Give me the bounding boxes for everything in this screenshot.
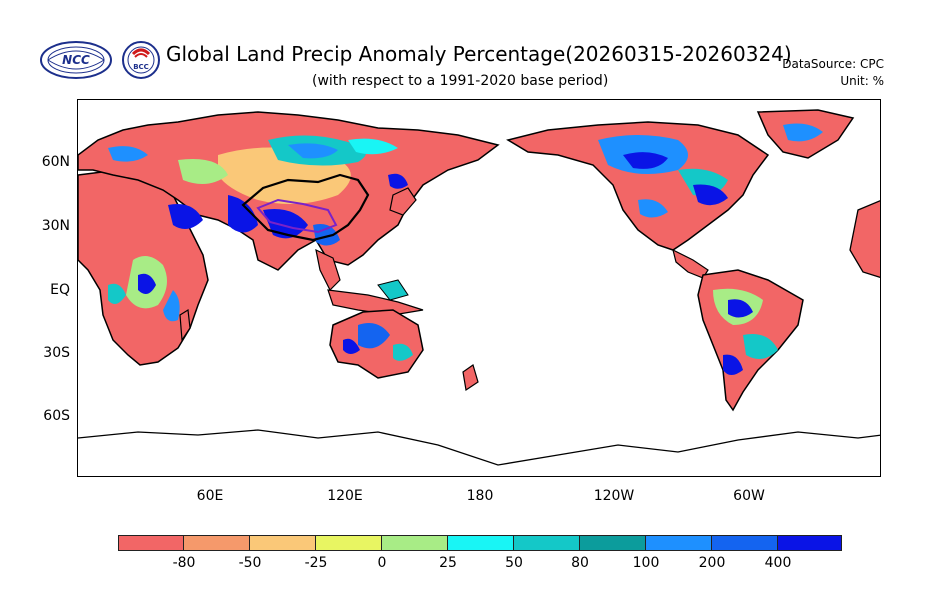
lon-label-60w: 60W — [733, 488, 765, 504]
europe-wrap — [849, 200, 880, 279]
plateau-contour — [256, 198, 338, 234]
colorbar-label: 0 — [377, 555, 387, 571]
ncc-logo-text: NCC — [62, 53, 90, 67]
indonesia-islands — [327, 289, 424, 316]
datasource-label: DataSource: CPC — [782, 57, 884, 71]
japan — [389, 187, 417, 216]
colorbar-label: -50 — [238, 555, 262, 571]
colorbar-swatch — [381, 535, 448, 551]
colorbar-label: 100 — [632, 555, 660, 571]
lat-label-eq: EQ — [50, 282, 70, 298]
lon-label-180: 180 — [466, 488, 494, 504]
colorbar-swatch — [579, 535, 646, 551]
lat-label-60s: 60S — [43, 408, 70, 424]
antarctica-coastline — [78, 429, 880, 466]
colorbar-label: 50 — [505, 555, 523, 571]
colorbar-swatch — [447, 535, 514, 551]
ncc-logo: NCC — [40, 41, 112, 79]
madagascar — [179, 308, 191, 342]
china-border — [241, 173, 370, 242]
colorbar-swatch — [315, 535, 382, 551]
colorbar-swatch — [249, 535, 316, 551]
lat-label-60n: 60N — [41, 154, 70, 170]
bcc-logo: BCC — [122, 41, 160, 79]
lon-label-120w: 120W — [593, 488, 635, 504]
colorbar-label: 80 — [571, 555, 589, 571]
colorbar-swatch — [645, 535, 712, 551]
central-america — [672, 248, 709, 279]
colorbar-label: -25 — [304, 555, 328, 571]
colorbar-swatch — [118, 535, 184, 551]
chart-subtitle: (with respect to a 1991-2020 base period… — [312, 73, 609, 89]
lat-label-30n: 30N — [41, 218, 70, 234]
lat-label-30s: 30S — [43, 345, 70, 361]
world-map — [78, 109, 880, 466]
north-america — [506, 121, 770, 251]
colorbar-swatch — [711, 535, 778, 551]
chart-title: Global Land Precip Anomaly Percentage(20… — [166, 42, 792, 66]
colorbar-swatch — [183, 535, 250, 551]
bcc-logo-text: BCC — [133, 63, 149, 71]
map-frame — [77, 99, 881, 477]
colorbar-label: 400 — [764, 555, 792, 571]
lon-label-60e: 60E — [196, 488, 224, 504]
colorbar-label: 200 — [698, 555, 726, 571]
lon-label-120e: 120E — [327, 488, 363, 504]
southeast-asia — [315, 248, 341, 292]
colorbar-label: -80 — [172, 555, 196, 571]
colorbar-swatch — [777, 535, 842, 551]
new-zealand — [462, 364, 479, 392]
unit-label: Unit: % — [840, 74, 884, 88]
colorbar-label: 25 — [439, 555, 457, 571]
colorbar-swatch — [513, 535, 580, 551]
